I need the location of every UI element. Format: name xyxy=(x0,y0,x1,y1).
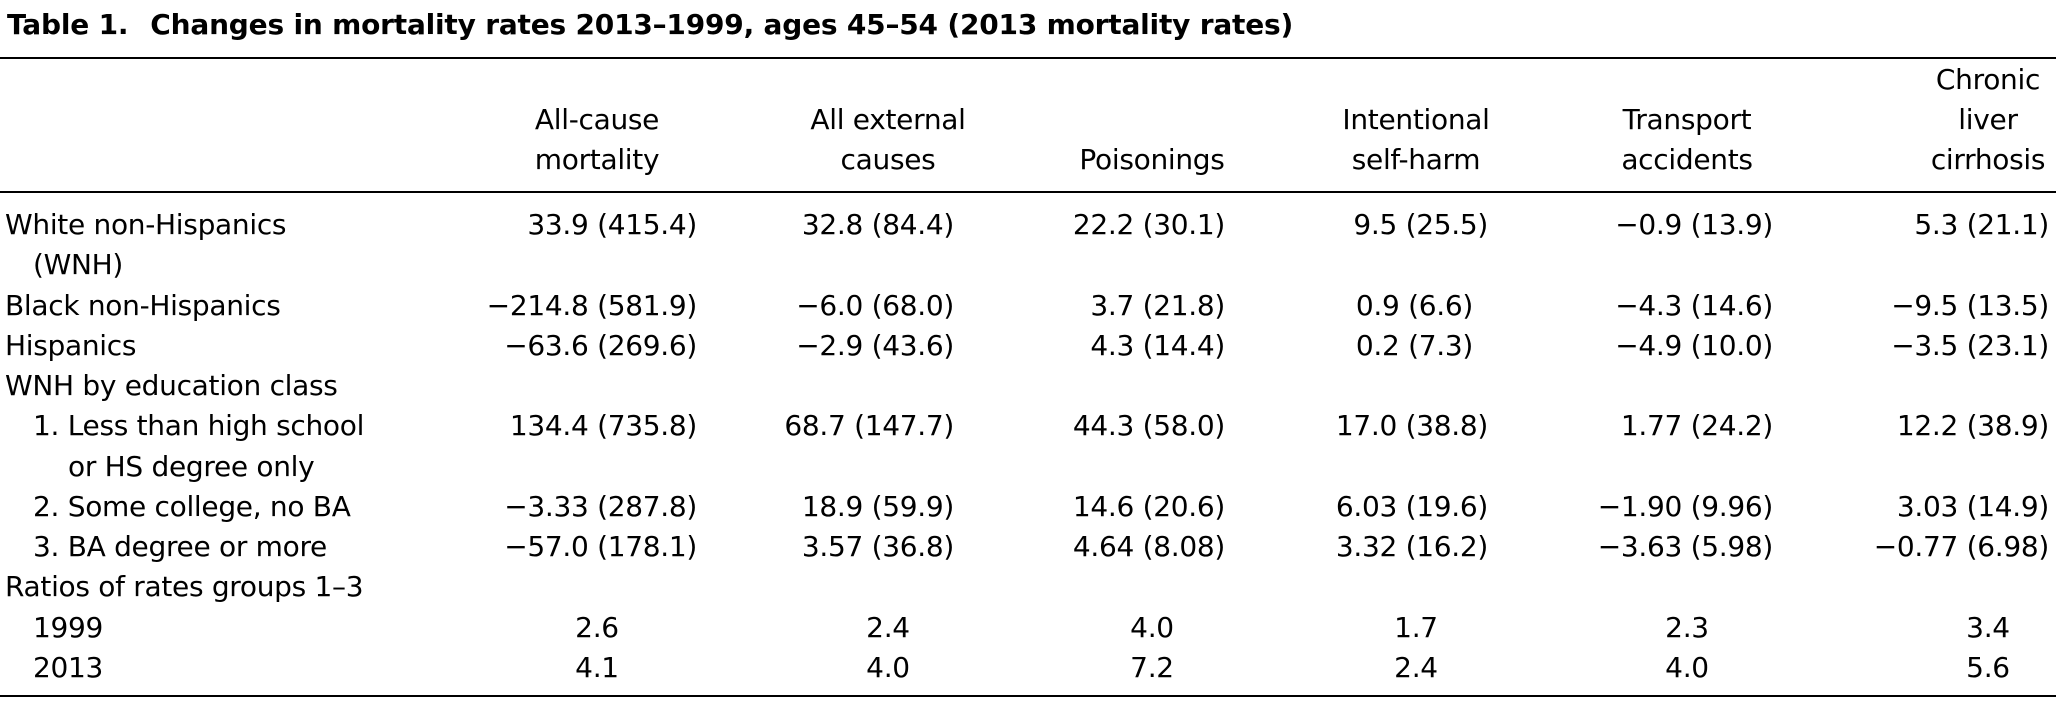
cell-edu1-external: 68.7 (147.7) xyxy=(784,409,954,442)
row-label-edu-1: 1. Less than high school xyxy=(33,409,365,442)
header-bottom-rule xyxy=(0,191,2056,193)
cell-edu3-cirrhosis: −0.77 (6.98) xyxy=(1873,530,2050,563)
cell-black-transport: −4.3 (14.6) xyxy=(1615,289,1773,322)
row-label-ratios: Ratios of rates groups 1–3 xyxy=(5,570,364,603)
col-header-external: All external causes xyxy=(810,103,966,176)
cell-1999-cirrhosis: 3.4 xyxy=(1966,611,2010,644)
cell-edu2-external: 18.9 (59.9) xyxy=(801,490,954,523)
cell-edu2-cirrhosis: 3.03 (14.9) xyxy=(1896,490,2049,523)
cell-edu3-poisonings: 4.64 (8.08) xyxy=(1072,530,1225,563)
col-header-all-cause: All-cause mortality xyxy=(534,103,660,176)
cell-edu1-transport: 1.77 (24.2) xyxy=(1620,409,1773,442)
cell-hisp-all-cause: −63.6 (269.6) xyxy=(504,329,697,362)
row-label-hispanics: Hispanics xyxy=(5,329,137,362)
col-header-transport: Transport accidents xyxy=(1621,103,1753,176)
col-header-cirrhosis: Chronic liver cirrhosis xyxy=(1930,63,2046,176)
row-label-edu-2: 2. Some college, no BA xyxy=(33,490,351,523)
cell-black-poisonings: 3.7 (21.8) xyxy=(1090,289,1225,322)
cell-2013-all-cause: 4.1 xyxy=(575,651,619,684)
cell-edu1-self-harm: 17.0 (38.8) xyxy=(1335,409,1488,442)
cell-1999-transport: 2.3 xyxy=(1665,611,1709,644)
cell-edu2-all-cause: −3.33 (287.8) xyxy=(504,490,697,523)
cell-hisp-transport: −4.9 (10.0) xyxy=(1615,329,1773,362)
row-label-1999: 1999 xyxy=(33,611,104,644)
cell-1999-self-harm: 1.7 xyxy=(1394,611,1438,644)
cell-edu1-all-cause: 134.4 (735.8) xyxy=(509,409,697,442)
table-title: Changes in mortality rates 2013–1999, ag… xyxy=(150,8,1294,41)
cell-wnh-poisonings: 22.2 (30.1) xyxy=(1072,208,1225,241)
row-label-wnh-education: WNH by education class xyxy=(5,369,338,402)
table-number: Table 1. xyxy=(7,8,129,41)
cell-hisp-external: −2.9 (43.6) xyxy=(796,329,954,362)
table-caption: Table 1. Changes in mortality rates 2013–… xyxy=(7,8,1293,41)
cell-edu3-self-harm: 3.32 (16.2) xyxy=(1335,530,1488,563)
row-label-black: Black non-Hispanics xyxy=(5,289,281,322)
cell-wnh-external: 32.8 (84.4) xyxy=(801,208,954,241)
row-label-wnh-abbrev: (WNH) xyxy=(33,248,124,281)
cell-edu3-transport: −3.63 (5.98) xyxy=(1597,530,1774,563)
cell-2013-external: 4.0 xyxy=(866,651,910,684)
cell-hisp-poisonings: 4.3 (14.4) xyxy=(1090,329,1225,362)
cell-edu3-all-cause: −57.0 (178.1) xyxy=(504,530,697,563)
cell-edu1-cirrhosis: 12.2 (38.9) xyxy=(1896,409,2049,442)
row-label-edu-3: 3. BA degree or more xyxy=(33,530,327,563)
cell-edu2-poisonings: 14.6 (20.6) xyxy=(1072,490,1225,523)
cell-black-external: −6.0 (68.0) xyxy=(796,289,954,322)
cell-black-self-harm: 0.9 (6.6) xyxy=(1355,289,1473,322)
cell-edu3-external: 3.57 (36.8) xyxy=(801,530,954,563)
header-top-rule xyxy=(0,57,2056,59)
cell-wnh-cirrhosis: 5.3 (21.1) xyxy=(1914,208,2049,241)
row-label-wnh: White non-Hispanics xyxy=(5,208,287,241)
row-label-edu-1-cont: or HS degree only xyxy=(68,450,315,483)
cell-wnh-transport: −0.9 (13.9) xyxy=(1615,208,1773,241)
cell-1999-external: 2.4 xyxy=(866,611,910,644)
cell-2013-self-harm: 2.4 xyxy=(1394,651,1438,684)
row-label-2013: 2013 xyxy=(33,651,104,684)
cell-edu2-transport: −1.90 (9.96) xyxy=(1597,490,1774,523)
cell-black-all-cause: −214.8 (581.9) xyxy=(486,289,698,322)
cell-hisp-self-harm: 0.2 (7.3) xyxy=(1355,329,1473,362)
cell-wnh-self-harm: 9.5 (25.5) xyxy=(1353,208,1488,241)
cell-2013-poisonings: 7.2 xyxy=(1130,651,1174,684)
col-header-self-harm: Intentional self-harm xyxy=(1342,103,1490,176)
cell-2013-transport: 4.0 xyxy=(1665,651,1709,684)
cell-hisp-cirrhosis: −3.5 (23.1) xyxy=(1891,329,2049,362)
cell-2013-cirrhosis: 5.6 xyxy=(1966,651,2010,684)
col-header-poisonings: Poisonings xyxy=(1079,143,1225,176)
cell-edu2-self-harm: 6.03 (19.6) xyxy=(1335,490,1488,523)
cell-wnh-all-cause: 33.9 (415.4) xyxy=(527,208,697,241)
cell-black-cirrhosis: −9.5 (13.5) xyxy=(1891,289,2049,322)
cell-1999-poisonings: 4.0 xyxy=(1130,611,1174,644)
cell-1999-all-cause: 2.6 xyxy=(575,611,619,644)
cell-edu1-poisonings: 44.3 (58.0) xyxy=(1072,409,1225,442)
table-bottom-rule xyxy=(0,695,2056,697)
